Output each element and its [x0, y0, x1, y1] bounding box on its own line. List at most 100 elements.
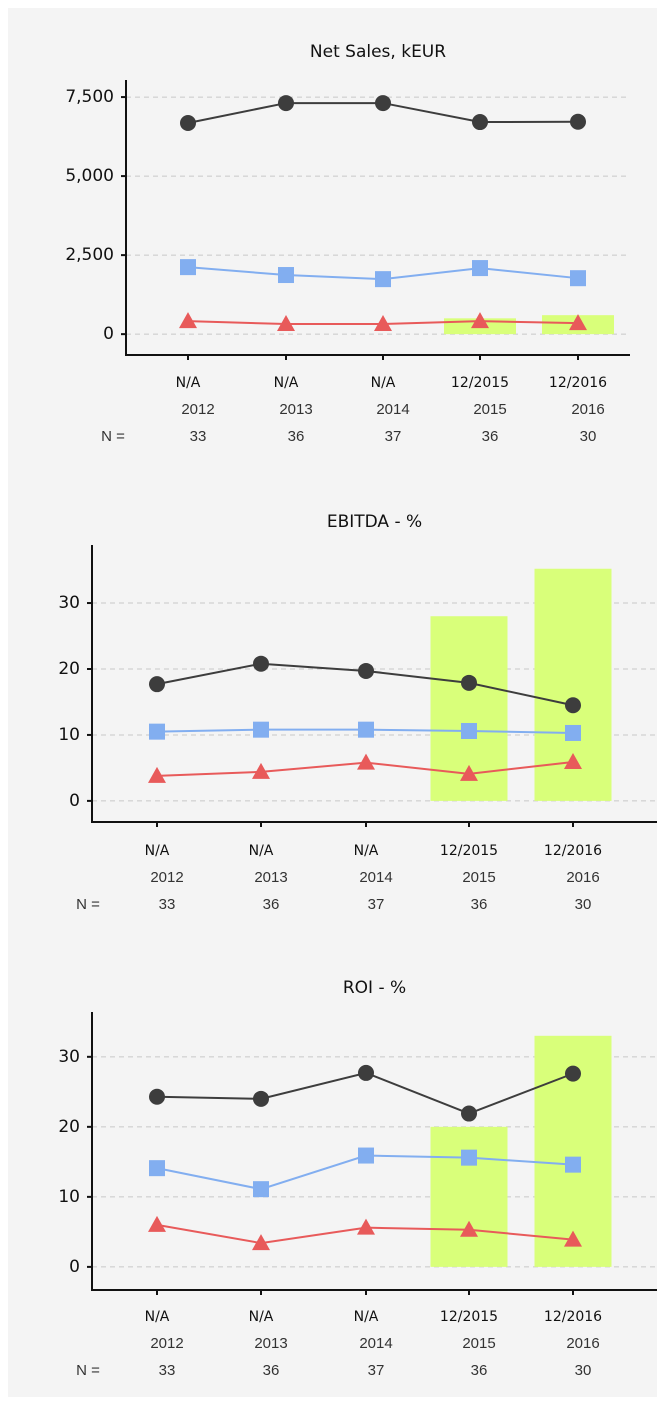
marker [564, 1230, 582, 1247]
y-tick-label: 0 [69, 1257, 80, 1277]
marker [374, 315, 392, 332]
n-value: 30 [575, 1362, 592, 1379]
x-tick-label: N/A [249, 1309, 274, 1325]
marker [565, 1156, 581, 1173]
marker [357, 753, 375, 770]
x-tick-label: N/A [176, 375, 201, 391]
x-tick-label: 12/2016 [549, 375, 607, 391]
marker [253, 1090, 269, 1107]
year-label: 2012 [150, 1335, 183, 1352]
y-tick-label: 0 [103, 324, 114, 344]
marker [149, 1088, 165, 1105]
n-value: 36 [263, 896, 280, 913]
n-value: 36 [471, 896, 488, 913]
y-tick-label: 30 [58, 1047, 80, 1067]
x-tick-label: 12/2016 [544, 1309, 602, 1325]
marker [460, 1220, 478, 1237]
y-tick-label: 5,000 [65, 166, 114, 186]
marker [277, 315, 295, 332]
x-tick-label: N/A [371, 375, 396, 391]
marker [278, 95, 294, 112]
marker [253, 721, 269, 738]
bar [430, 1126, 508, 1267]
y-tick-label: 10 [58, 1187, 80, 1207]
y-tick-label: 10 [58, 725, 80, 745]
y-tick-label: 7,500 [65, 87, 114, 107]
marker [472, 114, 488, 131]
marker [570, 270, 586, 287]
year-label: 2015 [473, 401, 506, 418]
year-label: 2013 [254, 869, 287, 886]
marker [461, 1149, 477, 1166]
n-value: 30 [580, 428, 597, 445]
year-label: 2012 [181, 401, 214, 418]
marker [358, 1147, 374, 1164]
x-tick-label: N/A [354, 1309, 379, 1325]
n-label: N = [76, 1362, 100, 1379]
marker [375, 95, 391, 112]
marker [460, 764, 478, 781]
x-tick-label: 12/2016 [544, 843, 602, 859]
year-label: 2016 [571, 401, 604, 418]
n-value: 37 [368, 896, 385, 913]
marker [570, 113, 586, 130]
year-label: 2014 [359, 1335, 392, 1352]
n-value: 33 [159, 1362, 176, 1379]
marker [149, 723, 165, 740]
chart-title: Net Sales, kEUR [310, 42, 446, 62]
marker [471, 312, 489, 329]
year-label: 2016 [566, 869, 599, 886]
n-label: N = [76, 896, 100, 913]
n-value: 37 [385, 428, 402, 445]
marker [278, 267, 294, 284]
n-value: 36 [471, 1362, 488, 1379]
n-value: 33 [190, 428, 207, 445]
marker [461, 1105, 477, 1122]
year-label: 2013 [279, 401, 312, 418]
marker [180, 114, 196, 131]
marker [358, 721, 374, 738]
x-tick-label: 12/2015 [440, 843, 498, 859]
x-tick-label: N/A [145, 843, 170, 859]
marker [375, 271, 391, 288]
marker [252, 1234, 270, 1251]
marker [149, 1160, 165, 1177]
marker [461, 674, 477, 691]
marker [148, 1215, 166, 1232]
x-tick-label: 12/2015 [440, 1309, 498, 1325]
y-tick-label: 0 [69, 791, 80, 811]
n-label: N = [101, 428, 125, 445]
marker [148, 766, 166, 783]
year-label: 2013 [254, 1335, 287, 1352]
x-tick-label: N/A [354, 843, 379, 859]
marker [461, 722, 477, 739]
y-tick-label: 2,500 [65, 245, 114, 265]
n-value: 37 [368, 1362, 385, 1379]
x-tick-label: N/A [274, 375, 299, 391]
y-tick-label: 20 [58, 1117, 80, 1137]
marker [149, 676, 165, 693]
marker [180, 259, 196, 276]
y-tick-label: 20 [58, 659, 80, 679]
n-value: 36 [288, 428, 305, 445]
year-label: 2015 [462, 869, 495, 886]
marker [358, 662, 374, 679]
x-tick-label: N/A [145, 1309, 170, 1325]
n-value: 30 [575, 896, 592, 913]
year-label: 2014 [359, 869, 392, 886]
marker [565, 724, 581, 741]
marker [179, 312, 197, 329]
year-label: 2015 [462, 1335, 495, 1352]
year-label: 2012 [150, 869, 183, 886]
year-label: 2014 [376, 401, 409, 418]
marker [253, 655, 269, 672]
marker [252, 762, 270, 779]
marker [564, 752, 582, 769]
marker [565, 1065, 581, 1082]
marker [357, 1218, 375, 1235]
marker [253, 1181, 269, 1198]
n-value: 33 [159, 896, 176, 913]
year-label: 2016 [566, 1335, 599, 1352]
marker [358, 1064, 374, 1081]
